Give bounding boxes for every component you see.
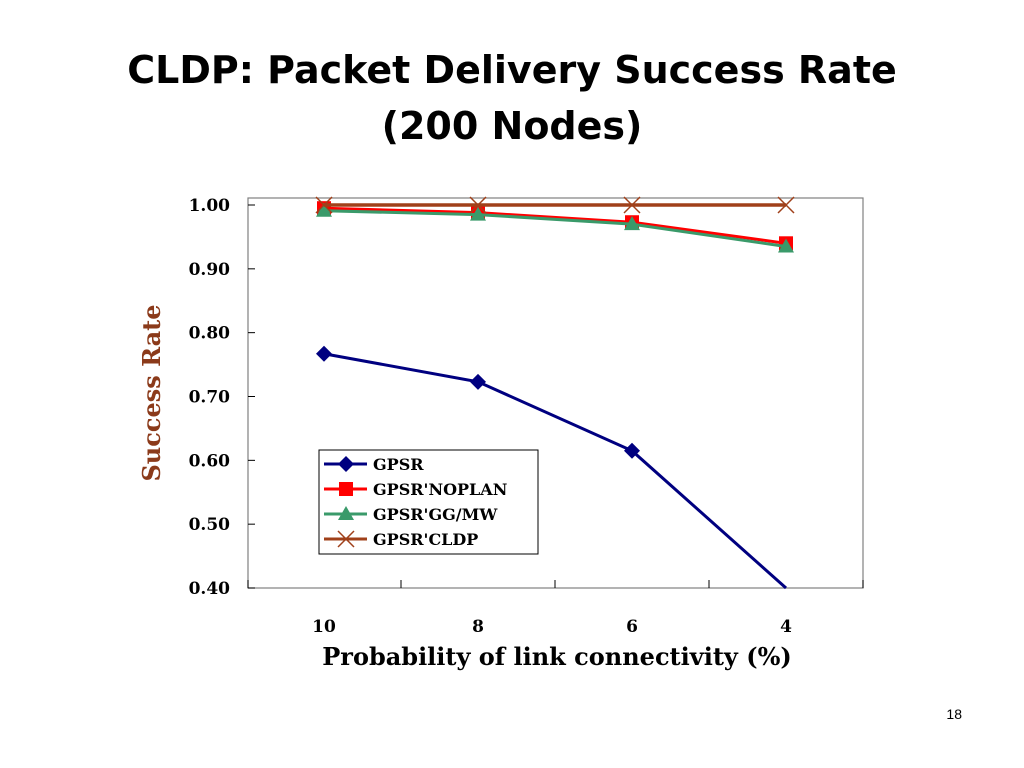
legend-label-gpsr-noplan: GPSR'NOPLAN — [373, 480, 507, 499]
data-point-gpsr-cldp-stroke — [777, 196, 795, 214]
data-point-gpsr — [316, 345, 332, 362]
data-point-gpsr-cldp-stroke — [469, 196, 487, 214]
legend-marker-gpsr-gg-mw — [338, 506, 354, 520]
y-tick-label: 0.50 — [189, 515, 231, 535]
series-line-gpsr — [323, 352, 787, 590]
data-point-gpsr — [624, 442, 640, 459]
y-axis-title: Success Rate — [137, 304, 166, 481]
data-point-gpsr-cldp — [623, 196, 641, 214]
y-tick-label: 0.70 — [189, 388, 231, 408]
legend-marker-gpsr-cldp-stroke — [337, 530, 355, 548]
legend-label-gpsr-cldp: GPSR'CLDP — [373, 530, 478, 549]
data-point-gpsr-gg-mw — [316, 202, 332, 217]
data-point-gpsr-gg-mw — [778, 238, 794, 253]
legend-label-gpsr: GPSR — [373, 455, 424, 474]
legend-label-gpsr-gg-mw: GPSR'GG/MW — [373, 505, 498, 524]
y-tick-label: 1.00 — [189, 196, 231, 216]
y-tick-label: 0.90 — [189, 260, 231, 280]
y-tick-label: 0.80 — [189, 324, 231, 344]
data-point-gpsr-cldp-stroke — [315, 196, 333, 214]
x-tick-label: 4 — [780, 617, 792, 637]
slide-title-line2: (200 Nodes) — [381, 104, 643, 148]
legend-marker-gpsr — [338, 456, 354, 472]
series-line-gpsr-noplan — [323, 206, 787, 245]
data-point-gpsr-cldp — [315, 196, 333, 214]
x-axis-title: Probability of link connectivity (%) — [322, 642, 791, 671]
legend-box — [318, 449, 539, 555]
data-point-gpsr-cldp-stroke — [623, 196, 641, 214]
legend-marker-gpsr-noplan — [339, 482, 353, 496]
x-tick-label: 6 — [626, 617, 638, 637]
data-point-gpsr-cldp — [469, 196, 487, 214]
data-point-gpsr — [470, 373, 486, 390]
x-tick-label: 8 — [472, 617, 484, 637]
data-point-gpsr-gg-mw — [624, 216, 640, 231]
series-line-gpsr-gg-mw — [323, 209, 787, 248]
y-tick-label: 0.40 — [189, 579, 231, 599]
slide-title: CLDP: Packet Delivery Success Rate (200 … — [0, 42, 1024, 154]
x-tick-label: 10 — [312, 617, 336, 637]
data-point-gpsr-cldp — [777, 196, 795, 214]
data-point-gpsr-gg-mw — [470, 206, 486, 221]
page-number: 18 — [946, 706, 962, 722]
y-tick-label: 0.60 — [189, 451, 231, 471]
slide-title-line1: CLDP: Packet Delivery Success Rate — [127, 48, 897, 92]
legend-marker-gpsr-cldp — [337, 530, 355, 548]
